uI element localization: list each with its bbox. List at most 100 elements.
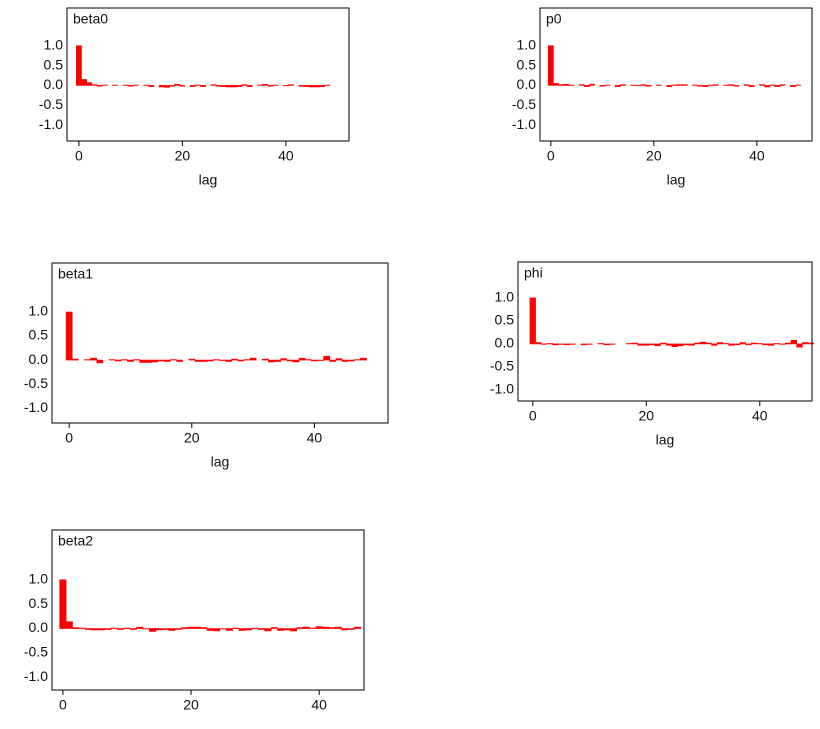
chart-title: beta2 [58, 533, 93, 549]
bar [139, 359, 147, 363]
bar [249, 357, 257, 361]
bar [86, 82, 93, 86]
bar [274, 359, 282, 362]
bar [702, 85, 709, 87]
bar [335, 358, 343, 361]
bar [65, 621, 73, 629]
y-tick-label: -0.5 [24, 644, 48, 660]
bar [354, 626, 362, 629]
bar [97, 628, 105, 631]
x-tick-label: 20 [184, 430, 200, 446]
y-tick-label: -0.5 [24, 375, 48, 391]
bar [329, 359, 337, 362]
y-tick-label: 0.5 [495, 312, 515, 328]
y-tick-label: 0.5 [44, 56, 64, 72]
bar [323, 355, 331, 361]
bar [733, 343, 741, 346]
bar [189, 85, 196, 87]
bar [237, 359, 245, 362]
bar [750, 342, 758, 345]
bar [665, 343, 673, 346]
bar [676, 84, 683, 86]
bar [72, 627, 80, 629]
bar [637, 343, 644, 346]
bar [225, 628, 233, 631]
bar [311, 359, 318, 362]
bar [179, 85, 186, 87]
bar [257, 628, 265, 630]
bar [225, 359, 232, 362]
bar [298, 85, 305, 87]
x-axis-label: lag [199, 172, 218, 188]
chart-title: beta1 [58, 266, 93, 282]
chart-title: phi [524, 265, 543, 281]
bar [328, 627, 336, 629]
bar [151, 359, 159, 363]
y-tick-label: -0.5 [490, 358, 514, 374]
bar [315, 626, 323, 629]
bar [688, 343, 695, 346]
bar [743, 84, 750, 86]
bar [654, 343, 661, 347]
bar [114, 359, 122, 362]
bar [553, 83, 559, 86]
bar [268, 359, 275, 363]
bar [303, 85, 310, 87]
bar [163, 85, 170, 88]
bar [91, 84, 98, 86]
bar [71, 358, 79, 361]
bar [174, 628, 182, 630]
y-tick-label: -1.0 [512, 116, 536, 132]
x-tick-label: 20 [646, 148, 662, 164]
y-tick-label: 1.0 [29, 570, 49, 586]
bar [790, 339, 797, 345]
bar [347, 359, 355, 362]
bar [308, 85, 315, 88]
bar [127, 85, 134, 87]
y-tick-label: -0.5 [39, 96, 63, 112]
bar [200, 85, 206, 87]
bar [187, 626, 195, 629]
bar [547, 45, 554, 86]
bar [176, 359, 183, 362]
y-tick-label: 1.0 [495, 289, 515, 305]
bar [580, 343, 587, 346]
bar [148, 85, 155, 87]
y-tick-label: 1.0 [29, 303, 49, 319]
bar [748, 85, 755, 87]
bar [267, 85, 274, 87]
bar [563, 83, 570, 86]
bar [163, 359, 171, 362]
x-axis-label: lag [656, 432, 675, 448]
bar [286, 359, 294, 362]
y-tick-label: 0.5 [29, 327, 49, 343]
bar [681, 84, 688, 86]
bar [96, 359, 104, 364]
bar [807, 342, 815, 345]
y-tick-label: 1.0 [517, 36, 537, 52]
bar [245, 628, 253, 631]
bar [290, 628, 298, 632]
y-tick-label: 0.0 [29, 619, 49, 635]
bar [558, 84, 564, 86]
bar [341, 359, 349, 362]
bar [215, 85, 222, 87]
bar [231, 358, 239, 361]
bar [292, 359, 300, 363]
bar [238, 628, 246, 631]
y-tick-label: 0.0 [495, 335, 515, 351]
bar [535, 342, 542, 345]
bar [206, 359, 214, 362]
bar [246, 85, 253, 87]
bar [660, 342, 667, 345]
bar [697, 85, 704, 87]
bar [529, 297, 536, 345]
bar [640, 84, 647, 86]
y-tick-label: -1.0 [39, 116, 63, 132]
bar [76, 45, 82, 86]
bar [158, 85, 165, 88]
bar [96, 85, 103, 87]
bar [236, 85, 243, 87]
x-tick-label: 20 [175, 148, 191, 164]
acf-chart: p0 1.0 0.5 0.0 -0.5 -1.0 0 20 40 lag [512, 7, 813, 188]
